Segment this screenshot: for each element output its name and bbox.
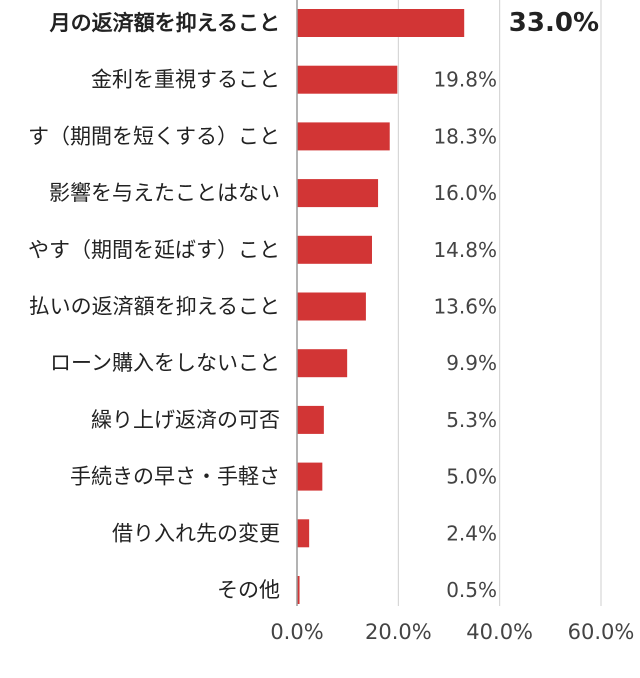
data-label: 14.8% [433, 238, 497, 262]
bar [297, 405, 324, 434]
bar [297, 122, 390, 151]
data-label: 2.4% [446, 521, 497, 545]
category-label: ローン購入をしないこと [50, 351, 280, 375]
bar [297, 9, 465, 37]
category-label: その他 [217, 578, 280, 602]
x-tick-label: 40.0% [466, 620, 533, 644]
bars [297, 9, 465, 604]
data-label: 33.0% [509, 8, 599, 38]
category-label: す（期間を短くする）こと [28, 124, 280, 148]
category-labels: 月の返済額を抑えること金利を重視することす（期間を短くする）こと影響を与えたこと… [28, 11, 280, 602]
data-label: 18.3% [433, 124, 497, 148]
data-label: 19.8% [433, 68, 497, 92]
x-tick-labels: 0.0% 20.0% 40.0% 60.0% [270, 620, 634, 644]
bar [297, 179, 379, 208]
category-label: 影響を与えたことはない [49, 181, 280, 205]
data-label: 13.6% [433, 295, 497, 319]
bar [297, 235, 372, 264]
data-label: 9.9% [446, 351, 497, 375]
data-label: 5.0% [446, 465, 497, 489]
category-label: 手続きの早さ・手軽さ [70, 465, 280, 489]
category-label: 金利を重視すること [91, 68, 280, 92]
x-tick-label: 0.0% [270, 620, 323, 644]
data-label: 5.3% [446, 408, 497, 432]
bar [297, 292, 366, 321]
category-label: やす（期間を延ばす）こと [28, 238, 280, 262]
x-tick-label: 20.0% [365, 620, 432, 644]
category-label: 月の返済額を抑えること [49, 11, 280, 35]
bar [297, 519, 310, 548]
bar [297, 576, 300, 604]
data-label: 16.0% [433, 181, 497, 205]
value-labels: 33.0% 19.8% 18.3% 16.0% 14.8% 13.6% 9.9% 5.3% 5.… [433, 8, 599, 602]
category-label: 繰り上げ返済の可否 [91, 408, 280, 432]
bar [297, 462, 323, 491]
bar [297, 349, 348, 378]
x-tick-label: 60.0% [568, 620, 635, 644]
gridlines [397, 0, 602, 606]
bar [297, 65, 398, 94]
data-label: 0.5% [446, 578, 497, 602]
category-label: 払いの返済額を抑えること [29, 295, 280, 319]
category-label: 借り入れ先の変更 [112, 521, 280, 545]
